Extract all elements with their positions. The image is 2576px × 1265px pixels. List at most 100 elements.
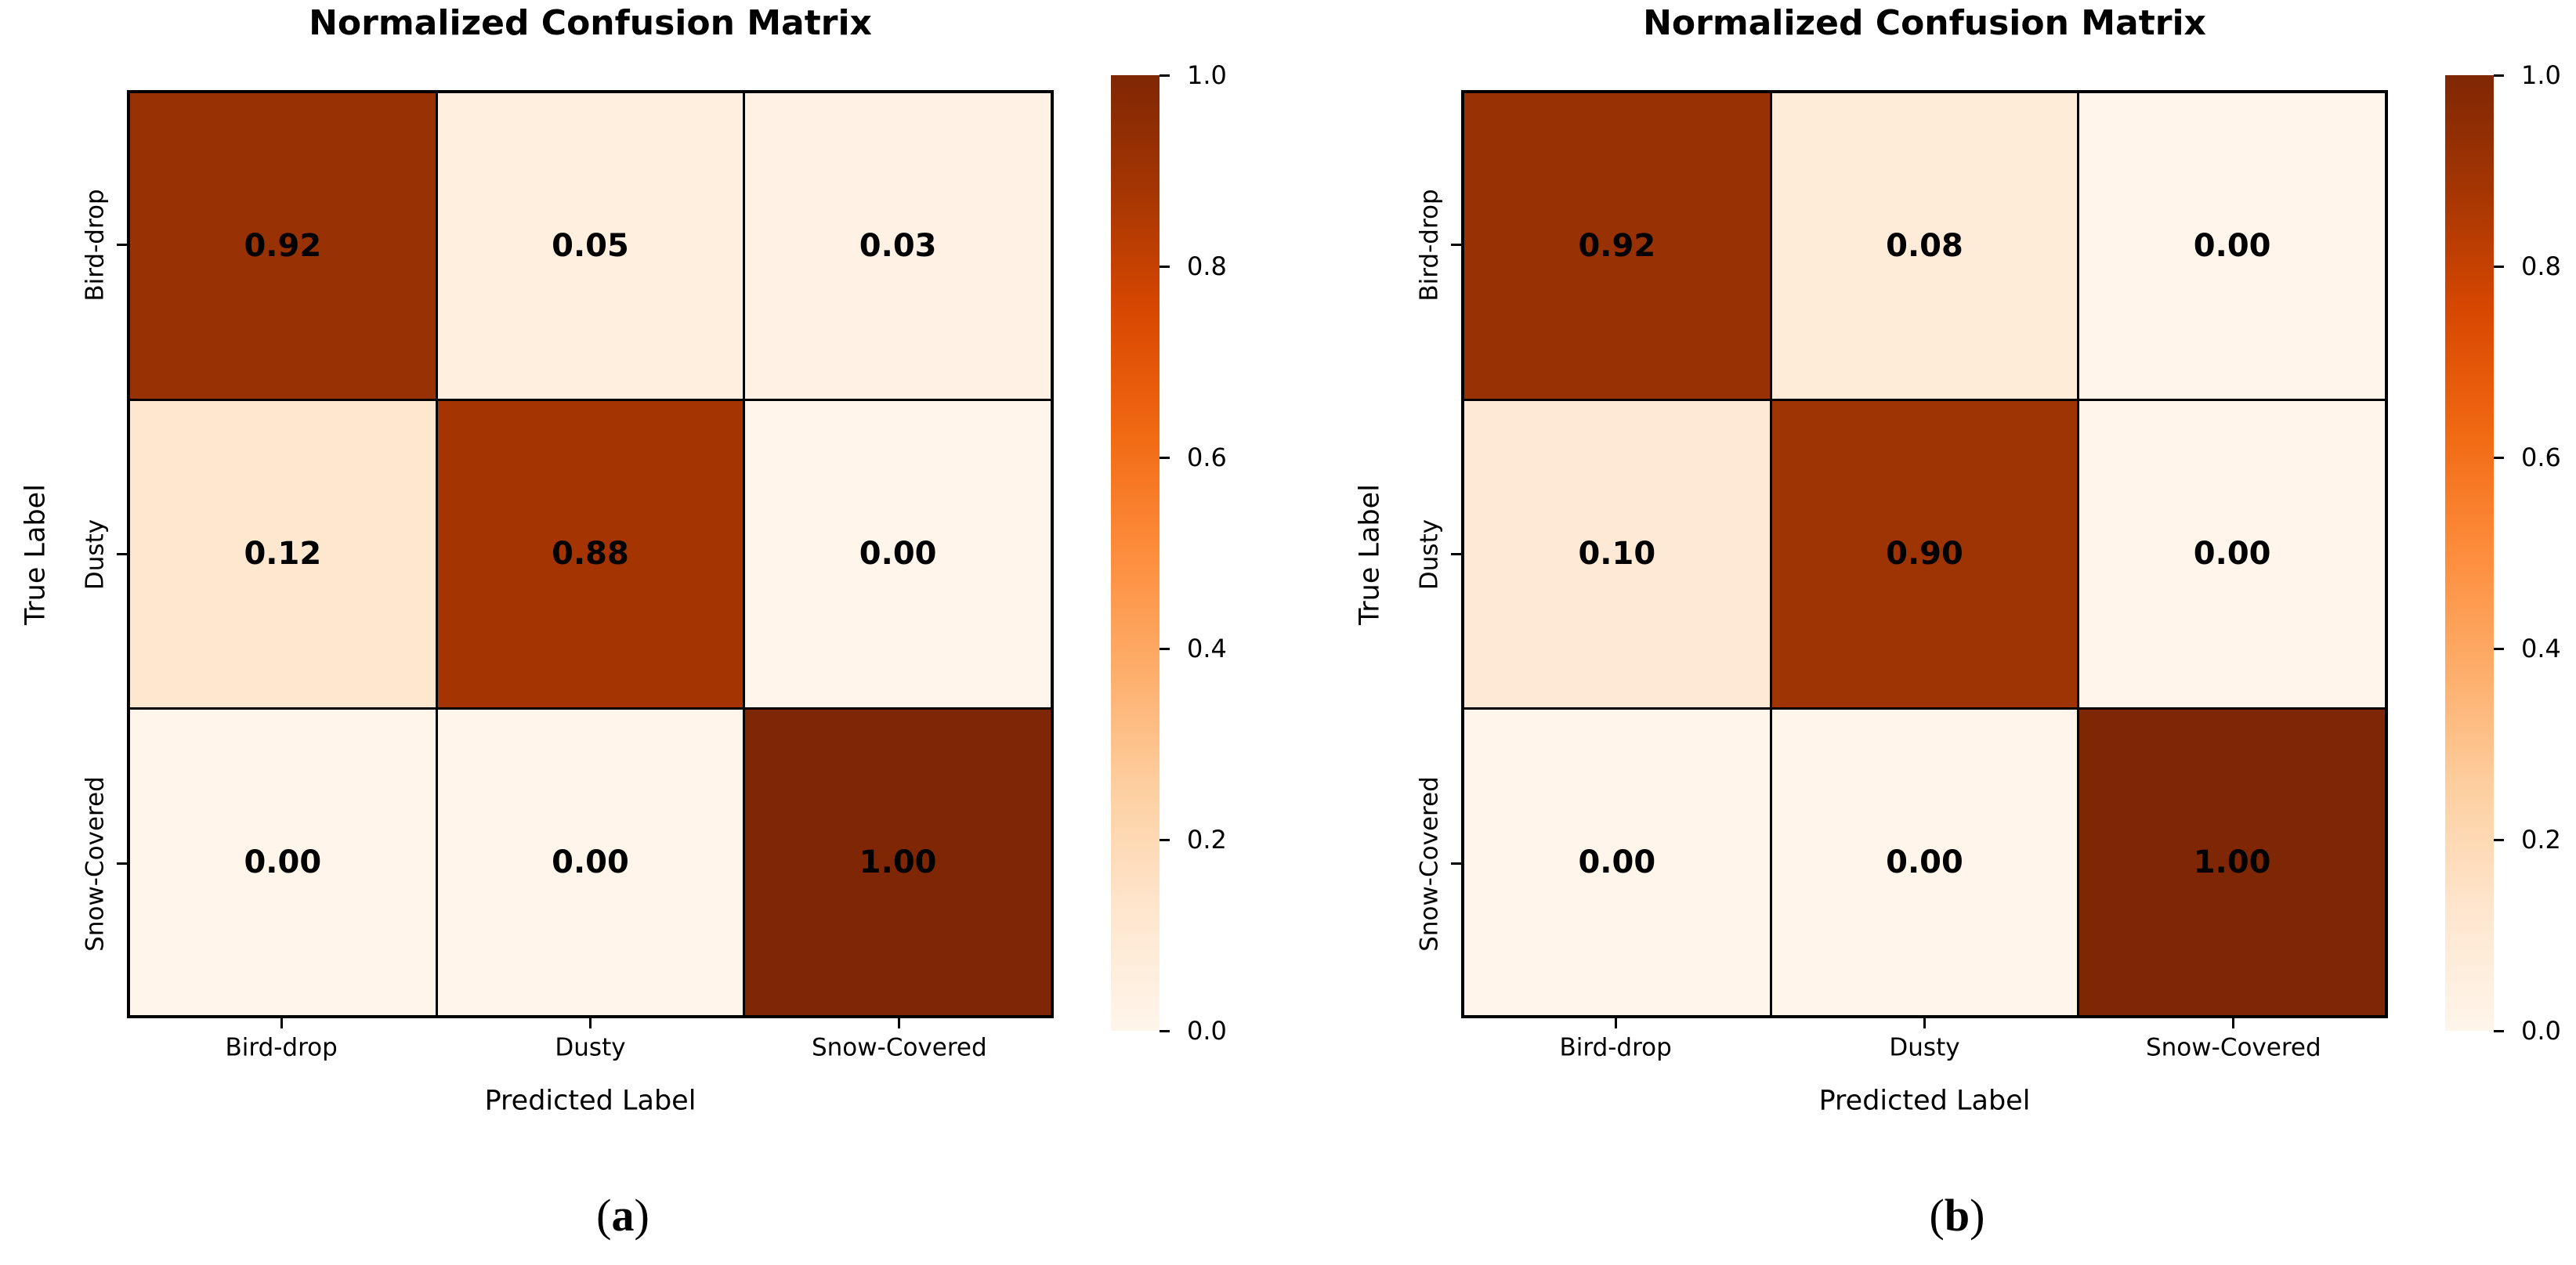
colorbar-tick-mark — [1160, 456, 1170, 459]
x-tick-mark — [1614, 1018, 1617, 1028]
caption-letter: a — [611, 1190, 635, 1241]
matrix-cell-r2c2: 1.00 — [745, 709, 1051, 1015]
x-tick-label: Snow-Covered — [811, 1033, 987, 1062]
matrix-cell-r0c0: 0.92 — [1464, 93, 1770, 399]
colorbar-tick-label: 0.2 — [2521, 825, 2561, 855]
matrix-cell-value: 0.08 — [1886, 228, 1963, 265]
chart-title: Normalized Confusion Matrix — [309, 3, 872, 43]
matrix-cell-value: 0.00 — [2193, 536, 2271, 573]
matrix-cell-value: 0.10 — [1578, 536, 1656, 573]
y-tick-label: Dusty — [81, 519, 110, 590]
y-tick-label: Snow-Covered — [1415, 775, 1444, 952]
colorbar-tick-mark — [2494, 1029, 2504, 1032]
colorbar-tick-label: 0.6 — [1187, 443, 1227, 472]
x-tick-label: Bird-drop — [225, 1033, 338, 1062]
x-tick-label: Dusty — [1889, 1033, 1960, 1062]
matrix-cell-value: 0.00 — [859, 536, 937, 573]
x-axis-label: Predicted Label — [484, 1085, 696, 1117]
matrix-cell-value: 0.00 — [2193, 228, 2271, 265]
colorbar-tick-label: 0.0 — [2521, 1016, 2561, 1046]
matrix-cell-value: 0.90 — [1886, 536, 1963, 573]
matrix-cell-r1c0: 0.10 — [1464, 401, 1770, 707]
y-tick-label: Dusty — [1415, 519, 1444, 590]
matrix-cell-r0c1: 0.08 — [1771, 93, 2078, 399]
matrix-cell-r1c1: 0.88 — [437, 401, 743, 707]
matrix-cell-r2c0: 0.00 — [1464, 709, 1770, 1015]
colorbar-tick-label: 0.8 — [1187, 251, 1227, 281]
colorbar-tick-mark — [2494, 456, 2504, 459]
matrix-cell-r2c2: 1.00 — [2079, 709, 2385, 1015]
matrix-cell-r1c1: 0.90 — [1771, 401, 2078, 707]
figure-caption: (b) — [1930, 1193, 1985, 1238]
y-tick-mark — [1451, 553, 1461, 555]
matrix-cell-value: 0.05 — [552, 228, 629, 265]
matrix-cell-value: 0.00 — [1886, 844, 1963, 880]
chart-title: Normalized Confusion Matrix — [1643, 3, 2206, 43]
matrix-cell-r2c0: 0.00 — [130, 709, 436, 1015]
matrix-cell-r0c2: 0.03 — [745, 93, 1051, 399]
matrix-cell-r0c0: 0.92 — [130, 93, 436, 399]
colorbar — [1111, 75, 1160, 1031]
x-tick-mark — [589, 1018, 592, 1028]
colorbar-tick-label: 1.0 — [2521, 60, 2561, 90]
x-tick-mark — [1923, 1018, 1926, 1028]
matrix-cell-value: 0.00 — [244, 844, 322, 880]
colorbar-tick-mark — [1160, 74, 1170, 77]
y-tick-mark — [1451, 244, 1461, 246]
colorbar-tick-mark — [2494, 74, 2504, 77]
caption-close-paren: ) — [1970, 1190, 1985, 1241]
colorbar — [2445, 75, 2494, 1031]
caption-open-paren: ( — [596, 1190, 612, 1241]
matrix-cell-value: 0.00 — [552, 844, 629, 880]
caption-open-paren: ( — [1929, 1190, 1945, 1241]
x-tick-mark — [898, 1018, 901, 1028]
y-tick-mark — [117, 553, 127, 555]
confusion-matrix: 0.92 0.08 0.00 0.10 0.90 0.00 0.00 0.00 1.00 — [1461, 90, 2388, 1018]
colorbar-tick-label: 0.4 — [1187, 634, 1227, 663]
matrix-cell-value: 0.00 — [1578, 844, 1656, 880]
x-tick-mark — [2232, 1018, 2235, 1028]
y-tick-mark — [1451, 862, 1461, 865]
matrix-cell-r1c0: 0.12 — [130, 401, 436, 707]
y-tick-label: Bird-drop — [1415, 188, 1444, 302]
matrix-cell-r2c1: 0.00 — [1771, 709, 2078, 1015]
matrix-cell-value: 0.88 — [552, 536, 629, 573]
x-tick-label: Dusty — [555, 1033, 626, 1062]
colorbar-tick-mark — [1160, 1029, 1170, 1032]
colorbar-tick-label: 1.0 — [1187, 60, 1227, 90]
y-tick-label: Bird-drop — [81, 188, 110, 302]
colorbar-tick-label: 0.6 — [2521, 443, 2561, 472]
colorbar-tick-mark — [2494, 838, 2504, 841]
colorbar-tick-mark — [1160, 265, 1170, 268]
matrix-cell-value: 1.00 — [859, 844, 937, 880]
caption-letter: b — [1944, 1190, 1970, 1241]
x-axis-label: Predicted Label — [1818, 1085, 2031, 1117]
colorbar-tick-mark — [1160, 838, 1170, 841]
matrix-cell-r2c1: 0.00 — [437, 709, 743, 1015]
matrix-cell-value: 0.92 — [1578, 228, 1656, 265]
x-tick-label: Snow-Covered — [2145, 1033, 2321, 1062]
caption-close-paren: ) — [634, 1190, 649, 1241]
matrix-cell-value: 0.03 — [859, 228, 937, 265]
colorbar-tick-label: 0.2 — [1187, 825, 1227, 855]
colorbar-tick-mark — [2494, 265, 2504, 268]
y-tick-mark — [117, 862, 127, 865]
confusion-matrix: 0.92 0.05 0.03 0.12 0.88 0.00 0.00 0.00 1.00 — [127, 90, 1054, 1018]
x-tick-label: Bird-drop — [1559, 1033, 1672, 1062]
y-axis-label: True Label — [1354, 483, 1386, 625]
matrix-cell-r0c2: 0.00 — [2079, 93, 2385, 399]
matrix-cell-r0c1: 0.05 — [437, 93, 743, 399]
figure-caption: (a) — [596, 1193, 649, 1238]
matrix-cell-value: 0.92 — [244, 228, 322, 265]
y-tick-mark — [117, 244, 127, 246]
colorbar-tick-label: 0.4 — [2521, 634, 2561, 663]
x-tick-mark — [280, 1018, 283, 1028]
colorbar-tick-label: 0.8 — [2521, 251, 2561, 281]
y-tick-label: Snow-Covered — [81, 775, 110, 952]
matrix-cell-r1c2: 0.00 — [2079, 401, 2385, 707]
colorbar-tick-mark — [2494, 647, 2504, 650]
y-axis-label: True Label — [20, 483, 52, 625]
colorbar-tick-label: 0.0 — [1187, 1016, 1227, 1046]
matrix-cell-value: 0.12 — [244, 536, 322, 573]
